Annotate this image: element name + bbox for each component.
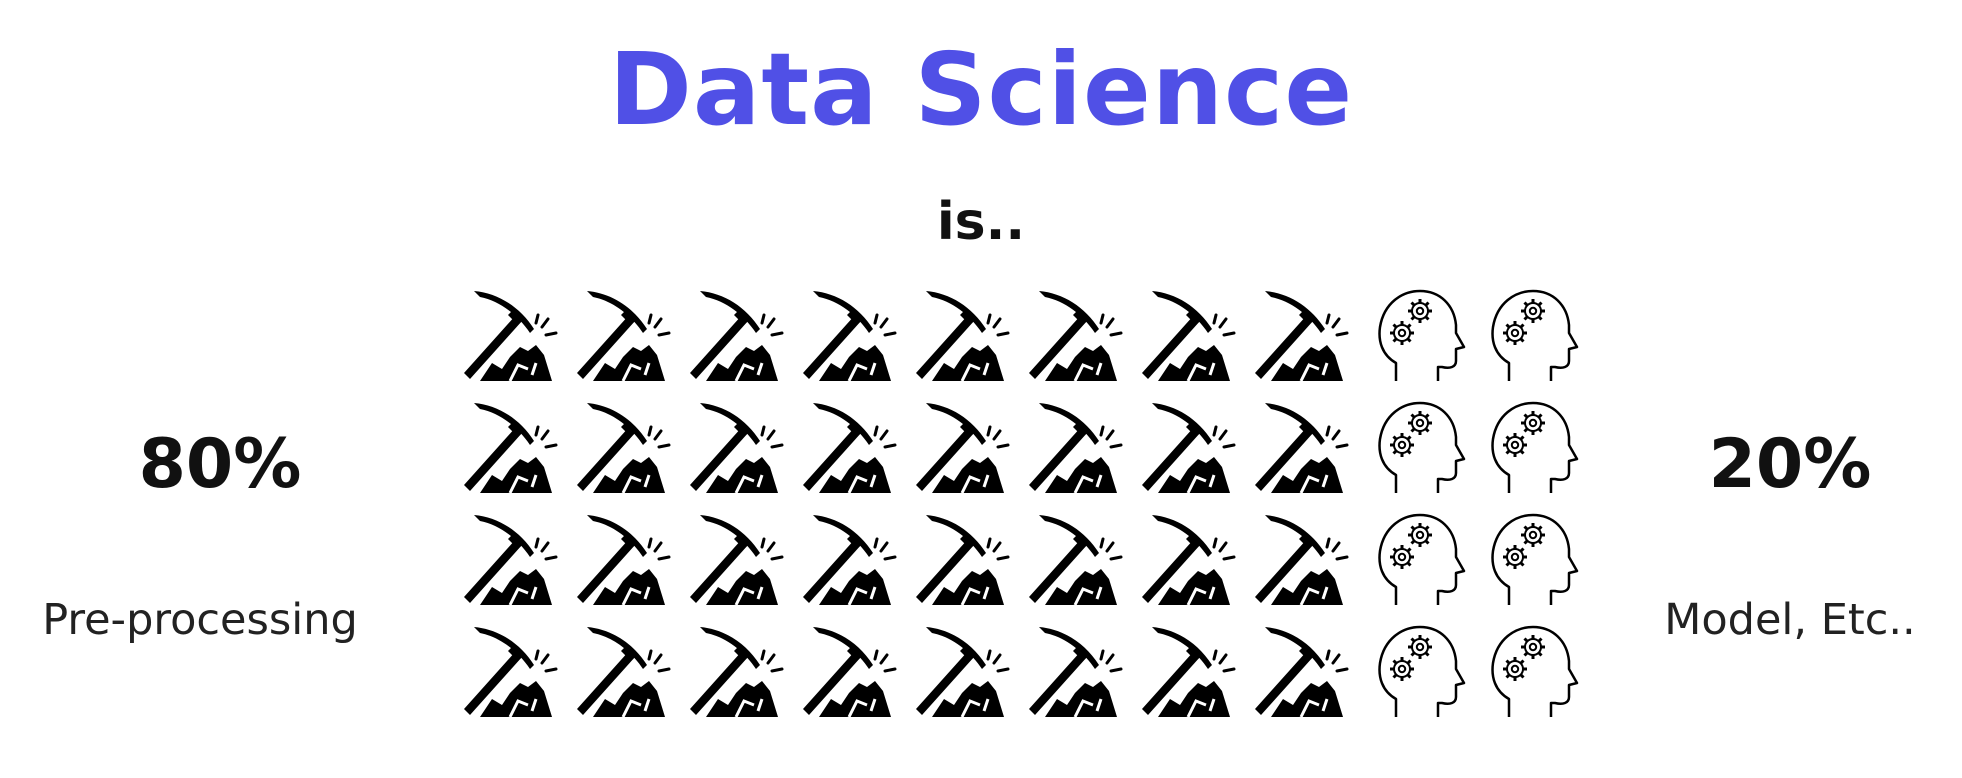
head-gears-icon	[1362, 621, 1472, 721]
head-gears-icon	[1362, 509, 1472, 609]
pickaxe-icon	[910, 285, 1020, 385]
pickaxe-icon	[684, 509, 794, 609]
head-gears-icon	[1362, 397, 1472, 497]
preprocessing-caption: Pre-processing	[42, 595, 358, 645]
pickaxe-icon	[1136, 397, 1246, 497]
pickaxe-icon	[1249, 397, 1359, 497]
pickaxe-icon	[458, 285, 568, 385]
model-percentage: 20%	[1708, 425, 1872, 504]
pickaxe-icon	[1023, 397, 1133, 497]
pickaxe-icon	[797, 509, 907, 609]
pickaxe-icon	[1249, 509, 1359, 609]
pickaxe-icon	[571, 397, 681, 497]
head-gears-icon	[1362, 285, 1472, 385]
head-gears-icon	[1475, 397, 1585, 497]
pickaxe-icon	[571, 509, 681, 609]
pickaxe-icon	[684, 397, 794, 497]
pickaxe-icon	[797, 397, 907, 497]
slide-title: Data Science	[608, 31, 1354, 148]
pickaxe-icon	[1136, 509, 1246, 609]
pickaxe-icon	[910, 621, 1020, 721]
pickaxe-icon	[1136, 285, 1246, 385]
slide-subtitle: is..	[936, 192, 1026, 252]
preprocessing-percentage: 80%	[138, 425, 302, 504]
pickaxe-icon	[1249, 285, 1359, 385]
pickaxe-icon	[910, 509, 1020, 609]
pickaxe-icon	[458, 621, 568, 721]
head-gears-icon	[1475, 285, 1585, 385]
pickaxe-icon	[1023, 621, 1133, 721]
pickaxe-icon	[1023, 509, 1133, 609]
pickaxe-icon	[684, 621, 794, 721]
pickaxe-icon	[571, 621, 681, 721]
pickaxe-icon	[1023, 285, 1133, 385]
pickaxe-icon	[797, 285, 907, 385]
pickaxe-icon	[684, 285, 794, 385]
model-caption: Model, Etc..	[1664, 595, 1916, 645]
pickaxe-icon	[910, 397, 1020, 497]
pickaxe-icon	[797, 621, 907, 721]
pickaxe-icon	[458, 397, 568, 497]
head-gears-icon	[1475, 621, 1585, 721]
pickaxe-icon	[458, 509, 568, 609]
pickaxe-icon	[571, 285, 681, 385]
pickaxe-icon	[1136, 621, 1246, 721]
head-gears-icon	[1475, 509, 1585, 609]
pickaxe-icon	[1249, 621, 1359, 721]
icon-grid	[458, 285, 1579, 725]
